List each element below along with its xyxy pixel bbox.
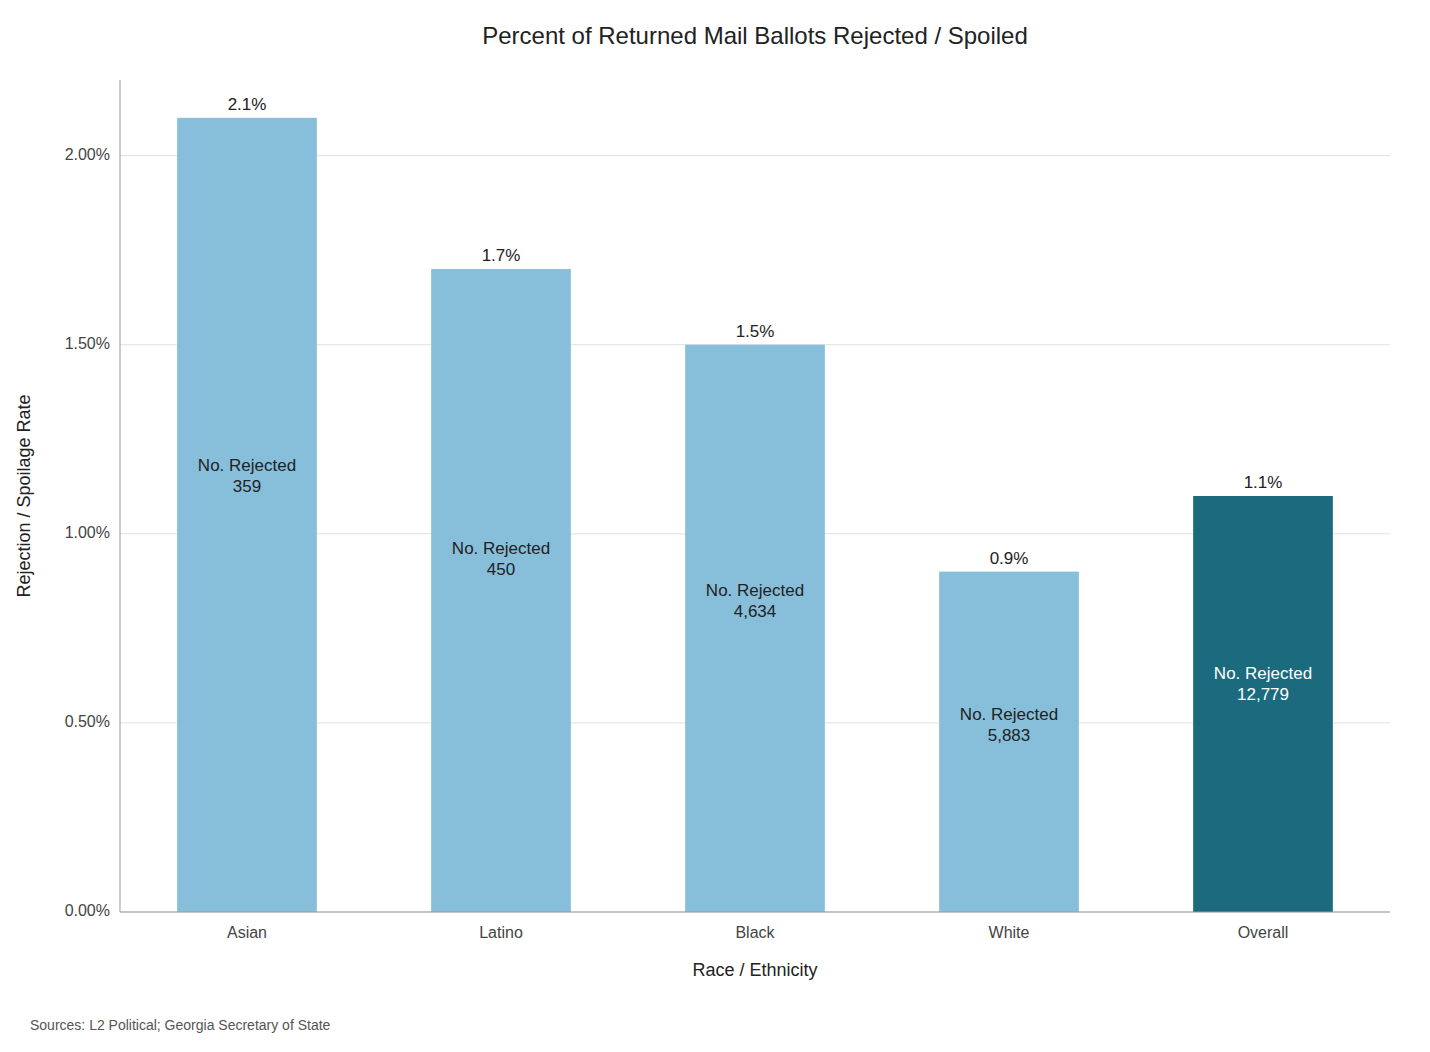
bar-annotation: No. Rejected5,883 <box>960 705 1058 745</box>
data-label: 1.1% <box>1244 473 1283 492</box>
bar-annotation: No. Rejected359 <box>198 456 296 496</box>
bar-annotation: No. Rejected4,634 <box>706 581 804 621</box>
data-label: 2.1% <box>228 95 267 114</box>
x-tick-label: Asian <box>227 924 267 941</box>
y-tick-label: 2.00% <box>65 146 110 163</box>
y-tick-label: 0.00% <box>65 902 110 919</box>
x-tick-label: Latino <box>479 924 523 941</box>
y-tick-label: 1.50% <box>65 335 110 352</box>
bar <box>431 269 571 912</box>
bar <box>1193 496 1333 912</box>
y-tick-label: 0.50% <box>65 713 110 730</box>
y-tick-label: 1.00% <box>65 524 110 541</box>
y-axis-line <box>120 80 121 912</box>
bar <box>685 345 825 912</box>
data-label: 0.9% <box>990 549 1029 568</box>
bar-annotation: No. Rejected450 <box>452 539 550 579</box>
source-note: Sources: L2 Political; Georgia Secretary… <box>30 1017 331 1033</box>
grid-line <box>120 912 1390 913</box>
x-tick-label: Black <box>735 924 775 941</box>
x-tick-label: Overall <box>1238 924 1289 941</box>
y-axis-label: Rejection / Spoilage Rate <box>14 394 34 597</box>
title: Percent of Returned Mail Ballots Rejecte… <box>482 22 1028 49</box>
data-label: 1.5% <box>736 322 775 341</box>
x-tick-label: White <box>989 924 1030 941</box>
chart-svg: Percent of Returned Mail Ballots Rejecte… <box>0 0 1430 1052</box>
bar <box>177 118 317 912</box>
x-axis-label: Race / Ethnicity <box>692 960 817 980</box>
bars <box>177 118 1333 912</box>
bar-annotation: No. Rejected12,779 <box>1214 664 1312 704</box>
x-axis-line <box>120 912 1390 913</box>
data-label: 1.7% <box>482 246 521 265</box>
bar <box>939 572 1079 912</box>
chart-container: Percent of Returned Mail Ballots Rejecte… <box>0 0 1430 1052</box>
